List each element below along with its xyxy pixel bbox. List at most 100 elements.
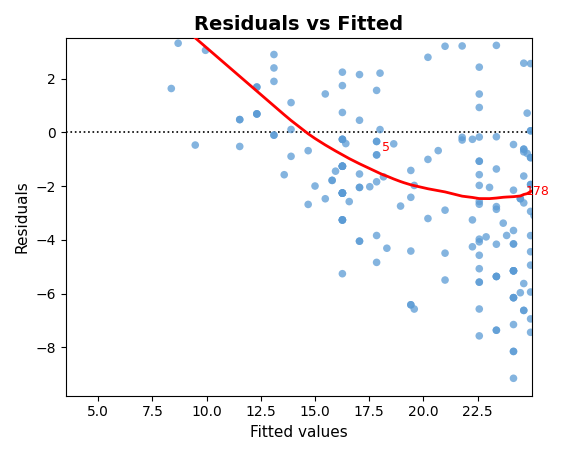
Point bbox=[523, 150, 532, 157]
Point bbox=[338, 189, 347, 197]
Point bbox=[475, 236, 484, 243]
Point bbox=[338, 216, 347, 223]
Point bbox=[235, 143, 244, 150]
Point bbox=[133, 15, 142, 23]
Point bbox=[550, 170, 559, 177]
Point bbox=[550, 76, 559, 84]
Point bbox=[519, 307, 528, 314]
Point bbox=[492, 7, 501, 14]
Point bbox=[338, 162, 347, 170]
Point bbox=[543, 167, 552, 174]
Point bbox=[372, 232, 381, 239]
Point bbox=[543, 278, 552, 285]
Point bbox=[355, 184, 364, 191]
Point bbox=[115, 21, 124, 29]
Point bbox=[492, 203, 501, 210]
Point bbox=[509, 240, 518, 248]
Point bbox=[557, 246, 565, 253]
Point bbox=[550, 229, 559, 237]
Point bbox=[492, 133, 501, 141]
Point bbox=[554, 161, 563, 168]
Point bbox=[543, 95, 552, 102]
Point bbox=[253, 110, 262, 117]
Point bbox=[526, 127, 535, 134]
Point bbox=[557, 85, 565, 92]
Point bbox=[379, 173, 388, 181]
Point bbox=[338, 162, 347, 170]
Point bbox=[355, 116, 364, 124]
Point bbox=[475, 332, 484, 339]
Point bbox=[355, 170, 364, 177]
Point bbox=[526, 127, 535, 134]
Point bbox=[406, 194, 415, 201]
Point bbox=[376, 126, 385, 133]
Point bbox=[383, 245, 392, 252]
Point bbox=[499, 219, 508, 227]
Point bbox=[475, 64, 484, 71]
Point bbox=[519, 60, 528, 67]
Point bbox=[441, 43, 450, 50]
Point bbox=[536, 167, 545, 174]
Point bbox=[434, 147, 443, 154]
X-axis label: Fitted values: Fitted values bbox=[250, 425, 347, 440]
Point bbox=[543, 283, 552, 290]
Point bbox=[423, 54, 432, 61]
Point bbox=[536, 140, 545, 147]
Point bbox=[328, 177, 337, 184]
Point bbox=[475, 238, 484, 245]
Point bbox=[338, 189, 347, 197]
Point bbox=[458, 42, 467, 50]
Point bbox=[519, 172, 528, 180]
Point bbox=[235, 116, 244, 123]
Point bbox=[550, 119, 559, 126]
Text: 178: 178 bbox=[526, 185, 550, 197]
Point bbox=[458, 134, 467, 141]
Point bbox=[338, 216, 347, 223]
Point bbox=[526, 181, 535, 188]
Point bbox=[311, 182, 320, 190]
Point bbox=[509, 348, 518, 355]
Point bbox=[516, 195, 525, 202]
Point bbox=[270, 131, 279, 139]
Point bbox=[557, 111, 565, 119]
Point bbox=[328, 177, 337, 184]
Point bbox=[492, 273, 501, 280]
Point bbox=[406, 167, 415, 174]
Point bbox=[406, 301, 415, 308]
Point bbox=[345, 198, 354, 205]
Point bbox=[550, 103, 559, 111]
Text: 130: 130 bbox=[0, 454, 1, 455]
Point bbox=[529, 212, 538, 219]
Point bbox=[550, 345, 559, 352]
Point bbox=[406, 301, 415, 308]
Point bbox=[526, 60, 535, 67]
Point bbox=[492, 206, 501, 213]
Point bbox=[516, 195, 525, 202]
Point bbox=[286, 153, 295, 160]
Point bbox=[550, 103, 559, 111]
Point bbox=[321, 90, 330, 97]
Point bbox=[519, 280, 528, 287]
Point bbox=[557, 273, 565, 280]
Point bbox=[560, 309, 565, 317]
Point bbox=[543, 256, 552, 263]
Point bbox=[303, 201, 312, 208]
Point bbox=[355, 184, 364, 191]
Point bbox=[560, 283, 565, 290]
Point bbox=[554, 268, 563, 276]
Point bbox=[526, 208, 535, 215]
Point bbox=[475, 201, 484, 208]
Point bbox=[550, 345, 559, 352]
Point bbox=[519, 148, 528, 156]
Point bbox=[338, 162, 347, 170]
Point bbox=[458, 0, 467, 1]
Point bbox=[253, 83, 262, 91]
Point bbox=[543, 68, 552, 75]
Point bbox=[468, 243, 477, 250]
Point bbox=[550, 103, 559, 111]
Point bbox=[468, 216, 477, 223]
Point bbox=[270, 78, 279, 85]
Point bbox=[492, 42, 501, 49]
Point bbox=[475, 104, 484, 111]
Point bbox=[253, 83, 262, 91]
